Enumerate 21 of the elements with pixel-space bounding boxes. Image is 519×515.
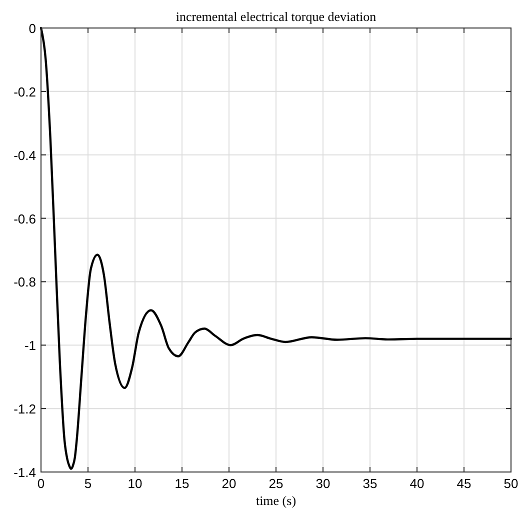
x-tick-label: 40 xyxy=(410,476,424,491)
x-axis-title: time (s) xyxy=(256,493,296,508)
x-tick-label: 45 xyxy=(456,476,472,491)
x-tick-label: 20 xyxy=(222,476,236,491)
y-tick-label: -1.4 xyxy=(14,465,36,480)
x-tick-label: 50 xyxy=(504,476,518,491)
x-tick-label: 15 xyxy=(174,476,190,491)
x-tick-label: 35 xyxy=(362,476,378,491)
x-tick-label: 25 xyxy=(268,476,284,491)
y-tick-label: -1.2 xyxy=(14,402,36,417)
x-tick-label: 10 xyxy=(128,476,142,491)
y-tick-label: 0 xyxy=(28,21,36,36)
x-tick-label: 5 xyxy=(84,476,92,491)
y-tick-label: -1 xyxy=(24,338,36,354)
y-tick-label: -0.6 xyxy=(14,211,36,226)
y-tick-label: -0.2 xyxy=(14,84,36,100)
line-series xyxy=(40,26,512,470)
chart-title: incremental electrical torque deviation xyxy=(176,9,377,24)
x-tick-label: 30 xyxy=(316,476,330,491)
y-tick-label: -0.4 xyxy=(14,148,36,163)
y-tick-label: -0.8 xyxy=(14,274,36,290)
